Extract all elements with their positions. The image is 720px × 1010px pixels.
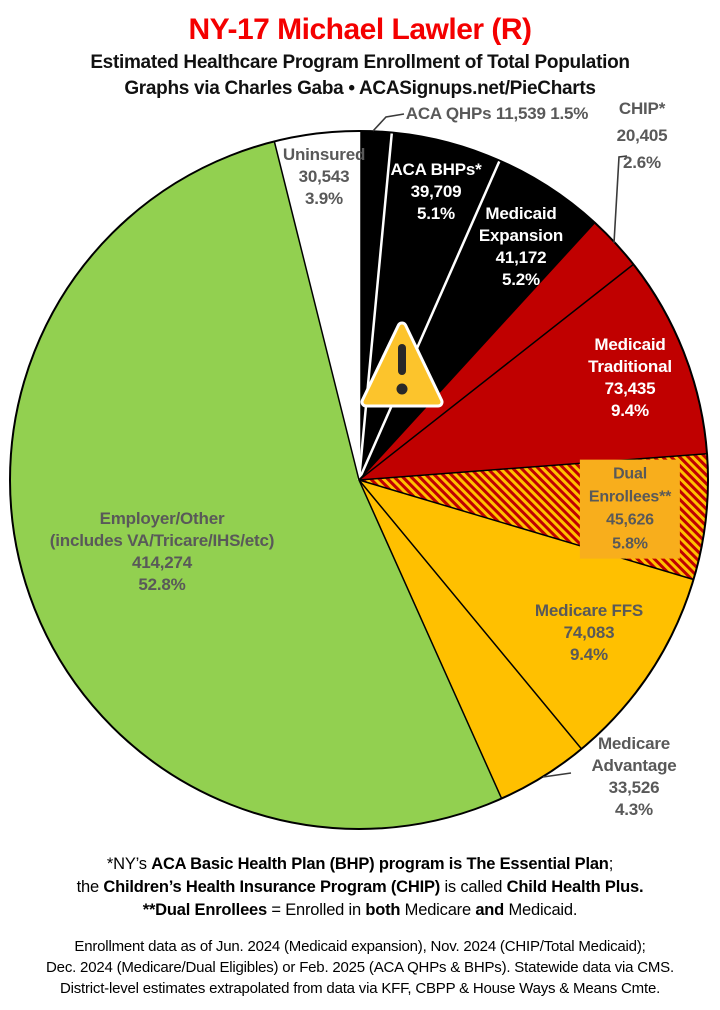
pie-outline [9, 130, 709, 830]
leader-line-chip [613, 155, 628, 244]
pie-slice-edge-aca-bhps [357, 132, 394, 481]
chart-subtitle: Estimated Healthcare Program Enrollment … [90, 52, 630, 73]
slice-label-aca-qhps: ACA QHPs 11,539 1.5% [405, 103, 589, 123]
leader-line-medicare-advantage [542, 772, 572, 778]
pie-slice-edge-medicare-ffs [358, 479, 694, 581]
pie-slice-medicare-advantage [359, 480, 582, 799]
footnote-definitions-line3: **Dual Enrollees = Enrolled in both Medi… [142, 901, 578, 919]
footnote-definitions-line1: *NY’s ACA Basic Health Plan (BHP) progra… [106, 855, 614, 873]
pie-slice-edge-medicaid-expansion [357, 160, 501, 481]
slice-label-employer-other: Employer/Other (includes VA/Tricare/IHS/… [49, 508, 275, 595]
footnote-sources-line3: District-level estimates extrapolated fr… [59, 980, 661, 997]
slice-label-chip: CHIP* 20,405 2.6% [616, 99, 668, 173]
slice-label-medicaid-expansion: Medicaid Expansion 41,172 5.2% [478, 203, 564, 290]
warning-triangle-icon [360, 321, 444, 408]
pie-slice-chip [359, 222, 634, 481]
slice-label-aca-bhps: ACA BHPs* 39,709 5.1% [390, 159, 482, 224]
footnote-sources: Enrollment data as of Jun. 2024 (Medicai… [0, 936, 720, 999]
footnote-sources-line1: Enrollment data as of Jun. 2024 (Medicai… [74, 938, 646, 955]
footnote-definitions-line2: the Children’s Health Insurance Program … [76, 878, 644, 896]
chart-credit: Graphs via Charles Gaba • ACASignups.net… [124, 78, 596, 99]
footnote-definitions: *NY’s ACA Basic Health Plan (BHP) progra… [0, 853, 720, 922]
slice-label-medicare-ffs: Medicare FFS 74,083 9.4% [534, 600, 644, 665]
pie-slice-edge-medicare-advantage [358, 479, 583, 750]
slice-label-uninsured: Uninsured 30,543 3.9% [282, 144, 366, 209]
pie-slice-employer-other [10, 141, 502, 829]
pie-slice-edge-medicaid-traditional [358, 263, 634, 481]
page-title: NY-17 Michael Lawler (R) [188, 13, 532, 46]
footnote-sources-line2: Dec. 2024 (Medicare/Dual Eligibles) or F… [46, 959, 674, 976]
pie-slice-edge-dual-enrollees [358, 452, 708, 481]
pie-slice-medicaid-traditional [359, 264, 708, 480]
pie-slice-edge-chip [358, 222, 596, 481]
slice-label-medicaid-traditional: Medicaid Traditional 73,435 9.4% [588, 334, 672, 421]
slice-label-medicare-advantage: Medicare Advantage 33,526 4.3% [591, 733, 677, 820]
leader-line-aca-qhps [372, 113, 405, 132]
pie-slice-edge-uninsured [273, 141, 360, 481]
pie-slice-medicare-ffs [359, 480, 694, 749]
pie-slice-edge-employer-other [358, 479, 503, 799]
slice-label-dual-enrollees: Dual Enrollees** 45,626 5.8% [579, 459, 681, 559]
